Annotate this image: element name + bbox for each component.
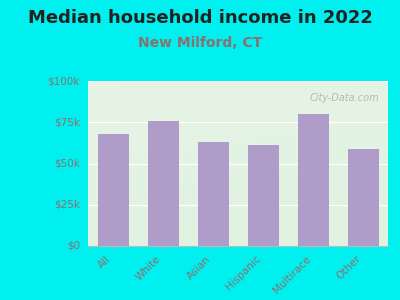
Text: $0: $0: [67, 241, 80, 251]
Bar: [198, 142, 228, 246]
Text: $25k: $25k: [54, 200, 80, 210]
Text: New Milford, CT: New Milford, CT: [138, 36, 262, 50]
Text: City-Data.com: City-Data.com: [309, 92, 379, 103]
Bar: [248, 145, 278, 246]
Bar: [148, 121, 178, 246]
Text: $75k: $75k: [54, 117, 80, 127]
Bar: [348, 148, 378, 246]
Bar: [98, 134, 128, 246]
Text: $100k: $100k: [48, 76, 80, 86]
Text: Median household income in 2022: Median household income in 2022: [28, 9, 372, 27]
Text: $50k: $50k: [54, 158, 80, 169]
Bar: [298, 114, 328, 246]
